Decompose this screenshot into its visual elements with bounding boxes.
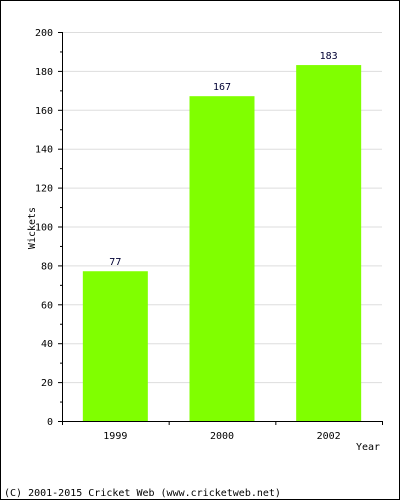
bar-1999 [82,271,148,421]
data-labels: 77 167 183 [109,51,337,268]
y-tick-label: 80 [41,261,53,272]
y-tick-labels: 0 20 40 60 80 100 120 140 160 180 200 [35,28,53,428]
bars [82,65,362,421]
bar-2000 [189,96,255,421]
y-tick-label: 0 [47,417,53,428]
x-tick-label: 2002 [317,431,341,442]
x-axis-title: Year [356,442,380,453]
y-tick-label: 100 [35,223,53,234]
x-tick-label: 1999 [103,431,127,442]
axes [58,32,383,425]
data-label-1999: 77 [109,257,121,268]
y-tick-label: 120 [35,184,53,195]
y-tick-label: 60 [41,300,53,311]
data-label-2002: 183 [320,51,338,62]
data-label-2000: 167 [213,82,231,93]
y-tick-label: 180 [35,67,53,78]
x-tick-label: 2000 [210,431,234,442]
x-tick-labels: 1999 2000 2002 [103,431,340,442]
y-tick-label: 200 [35,28,53,39]
y-tick-label: 20 [41,378,53,389]
y-axis-title: Wickets [27,207,38,249]
y-tick-label: 140 [35,145,53,156]
y-tick-label: 160 [35,106,53,117]
bar-2002 [296,65,362,421]
y-tick-label: 40 [41,339,53,350]
copyright-text: (C) 2001-2015 Cricket Web (www.cricketwe… [4,488,281,499]
